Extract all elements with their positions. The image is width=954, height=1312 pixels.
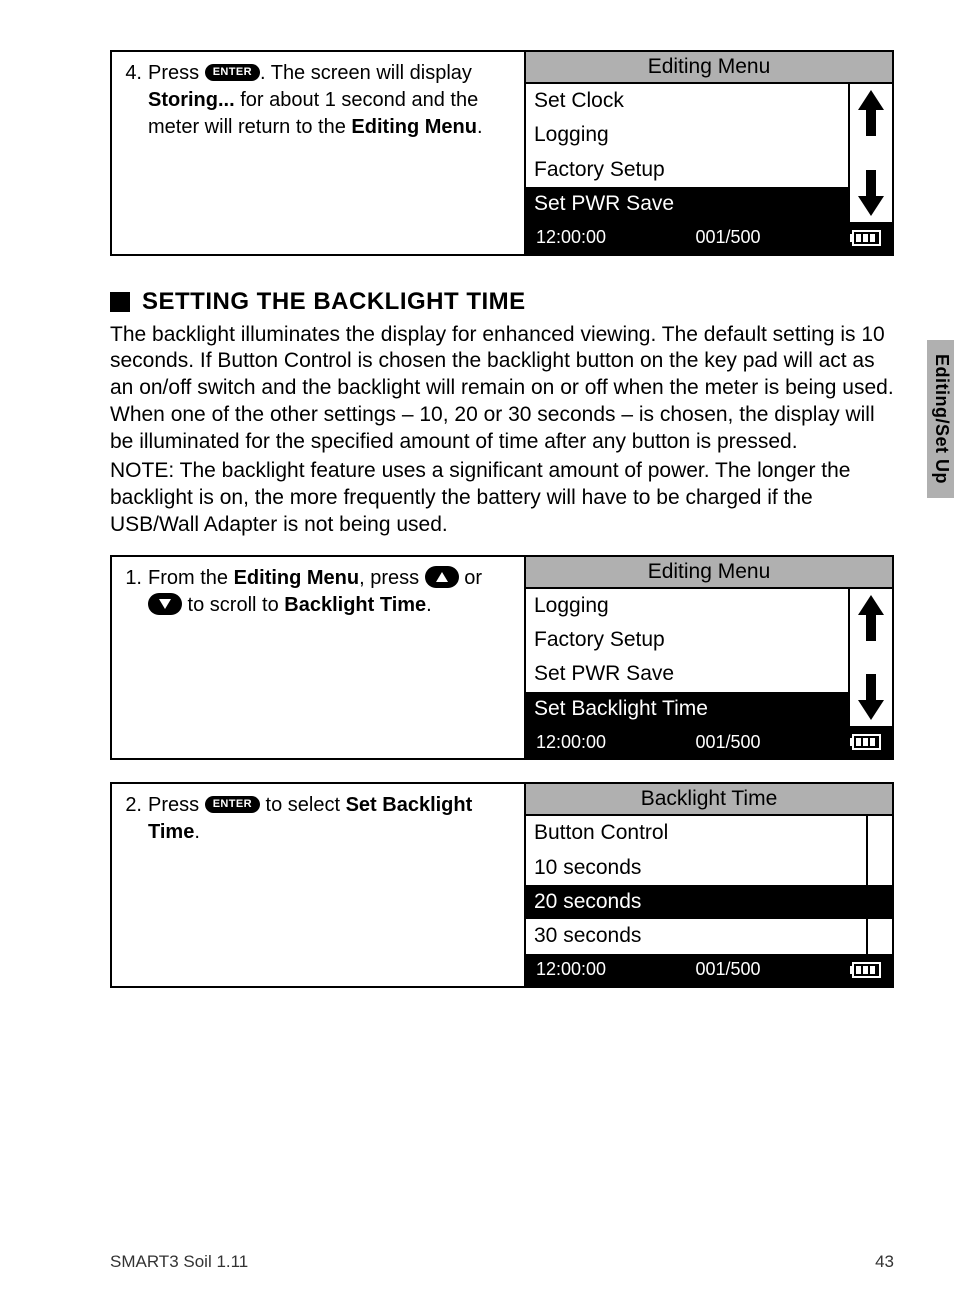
scroll-block: [868, 851, 892, 885]
screen3-time: 12:00:00: [536, 959, 606, 980]
screen1-menu: Set Clock Logging Factory Setup Set PWR …: [526, 84, 848, 222]
menu-item: Factory Setup: [526, 623, 848, 657]
step1-t6: Backlight Time: [284, 594, 426, 616]
screen1: Editing Menu Set Clock Logging Factory S…: [524, 52, 892, 254]
menu-item: Logging: [526, 589, 848, 623]
footer-left: SMART3 Soil 1.11: [110, 1252, 248, 1272]
menu-item-selected: 20 seconds: [526, 885, 866, 919]
up-arrow-icon: [425, 566, 459, 588]
section-title: SETTING THE BACKLIGHT TIME: [142, 288, 526, 316]
step1-t1: From the: [148, 567, 234, 589]
step1-left: 1. From the Editing Menu, press or to sc…: [112, 557, 524, 759]
arrow-up-icon: [856, 593, 886, 643]
screen2-footer: 12:00:00 001/500: [526, 726, 892, 758]
step4-number: 4.: [120, 60, 148, 246]
screen2-counter: 001/500: [696, 732, 761, 753]
section-heading: SETTING THE BACKLIGHT TIME: [110, 288, 894, 316]
screen2-arrows: [848, 589, 892, 727]
step2-t1: Press: [148, 794, 205, 816]
step2-box: 2. Press ENTER to select Set Backlight T…: [110, 782, 894, 988]
enter-icon: ENTER: [205, 64, 260, 81]
menu-item: Button Control: [526, 816, 866, 850]
enter-icon: ENTER: [205, 796, 260, 813]
screen3: Backlight Time Button Control 10 seconds…: [524, 784, 892, 986]
battery-icon: [850, 734, 882, 750]
step1-t3: , press: [359, 567, 425, 589]
screen1-body: Set Clock Logging Factory Setup Set PWR …: [526, 84, 892, 222]
scroll-block-filled: [868, 885, 892, 919]
step2-left: 2. Press ENTER to select Set Backlight T…: [112, 784, 524, 986]
screen2-body: Logging Factory Setup Set PWR Save Set B…: [526, 589, 892, 727]
footer-right: 43: [875, 1252, 894, 1272]
step1-t5: to scroll to: [182, 594, 284, 616]
battery-icon: [850, 230, 882, 246]
scroll-block: [868, 919, 892, 953]
screen3-counter: 001/500: [696, 959, 761, 980]
menu-item: Set PWR Save: [526, 657, 848, 691]
page-footer: SMART3 Soil 1.11 43: [110, 1252, 894, 1272]
step1-t7: .: [426, 594, 432, 616]
step4-left: 4. Press ENTER. The screen will display …: [112, 52, 524, 254]
step4-text: Press ENTER. The screen will display Sto…: [148, 60, 514, 246]
down-arrow-icon: [148, 593, 182, 615]
menu-item-selected: Set Backlight Time: [526, 692, 848, 726]
screen2: Editing Menu Logging Factory Setup Set P…: [524, 557, 892, 759]
menu-item: 30 seconds: [526, 919, 866, 953]
screen3-title: Backlight Time: [526, 784, 892, 816]
screen1-footer: 12:00:00 001/500: [526, 222, 892, 254]
square-bullet-icon: [110, 292, 130, 312]
step1-number: 1.: [120, 565, 148, 751]
screen1-title: Editing Menu: [526, 52, 892, 84]
step1-box: 1. From the Editing Menu, press or to sc…: [110, 555, 894, 761]
page: Editing/Set Up 4. Press ENTER. The scree…: [0, 0, 954, 1312]
screen3-scroll: [866, 816, 892, 954]
step4-t3: Storing...: [148, 89, 235, 111]
menu-item: Factory Setup: [526, 153, 848, 187]
step2-text: Press ENTER to select Set Backlight Time…: [148, 792, 514, 978]
screen2-time: 12:00:00: [536, 732, 606, 753]
step4-box: 4. Press ENTER. The screen will display …: [110, 50, 894, 256]
screen2-menu: Logging Factory Setup Set PWR Save Set B…: [526, 589, 848, 727]
step1-t4: or: [459, 567, 482, 589]
scroll-block: [868, 816, 892, 850]
menu-item-selected: Set PWR Save: [526, 187, 848, 221]
battery-icon: [850, 962, 882, 978]
step1-text: From the Editing Menu, press or to scrol…: [148, 565, 514, 751]
step4-t1: Press: [148, 62, 205, 84]
screen1-time: 12:00:00: [536, 227, 606, 248]
side-tab: Editing/Set Up: [927, 340, 954, 498]
step4-t2: . The screen will display: [260, 62, 472, 84]
step1-t2: Editing Menu: [234, 567, 360, 589]
arrow-down-icon: [856, 672, 886, 722]
step4-t5: Editing Menu: [351, 116, 477, 138]
screen1-arrows: [848, 84, 892, 222]
menu-item: 10 seconds: [526, 851, 866, 885]
menu-item: Logging: [526, 118, 848, 152]
step2-t2: to select: [260, 794, 346, 816]
step2-number: 2.: [120, 792, 148, 978]
screen3-menu: Button Control 10 seconds 20 seconds 30 …: [526, 816, 866, 954]
body-para1: The backlight illuminates the display fo…: [110, 322, 894, 456]
step4-t6: .: [477, 116, 483, 138]
menu-item: Set Clock: [526, 84, 848, 118]
screen1-counter: 001/500: [696, 227, 761, 248]
body-para2: NOTE: The backlight feature uses a signi…: [110, 458, 894, 539]
screen2-title: Editing Menu: [526, 557, 892, 589]
screen3-footer: 12:00:00 001/500: [526, 954, 892, 986]
arrow-up-icon: [856, 88, 886, 138]
screen3-body: Button Control 10 seconds 20 seconds 30 …: [526, 816, 892, 954]
step2-t4: .: [194, 821, 200, 843]
arrow-down-icon: [856, 168, 886, 218]
